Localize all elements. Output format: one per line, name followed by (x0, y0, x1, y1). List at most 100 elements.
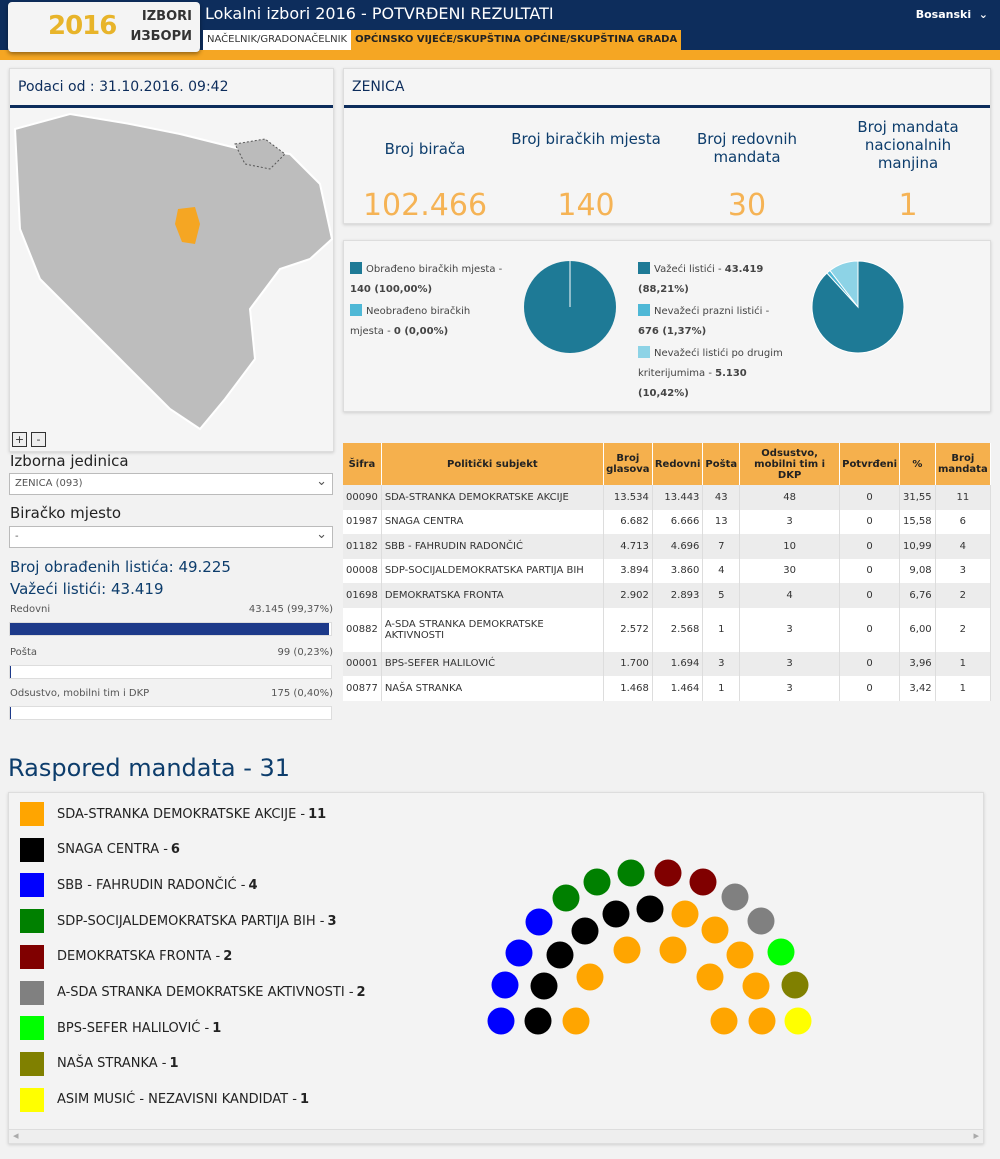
party-name: SDP-SOCIJALDEMOKRATSKA PARTIJA BIH - (57, 913, 325, 929)
horizontal-scrollbar[interactable]: ◂ ▸ (9, 1129, 983, 1143)
legend-value: 676 (1,37%) (638, 326, 707, 337)
bih-map[interactable] (10, 109, 333, 439)
election-type-tabs: NAČELNIK/GRADONAČELNIK OPĆINSKO VIJEĆE/S… (203, 30, 682, 50)
stat-label: Broj mandata nacionalnih manjina (857, 118, 959, 172)
party-name: ASIM MUSIĆ - NEZAVISNI KANDIDAT - (57, 1092, 297, 1108)
table-row[interactable]: 01987 SNAGA CENTRA 6.682 6.666 13 3 0 15,58 6 (343, 509, 992, 534)
party-color-swatch (20, 909, 44, 934)
language-select[interactable]: Bosanski ⌄ (915, 8, 988, 21)
logo-year: 2016 (48, 11, 117, 41)
table-cell: 4 (739, 583, 841, 608)
column-header[interactable]: Politički subjekt (381, 443, 604, 485)
pie-legend-item: Važeći listići - 43.419 (88,21%) (638, 260, 793, 300)
logo[interactable]: 2016 IZBORI ИЗБОРИ (8, 2, 200, 52)
table-cell: 00090 (343, 485, 382, 510)
party-color-swatch (20, 1016, 44, 1041)
tab-council[interactable]: OPĆINSKO VIJEĆE/SKUPŠTINA OPĆINE/SKUPŠTI… (351, 30, 682, 50)
column-header[interactable]: Pošta (702, 443, 741, 485)
place-select[interactable]: - (9, 526, 333, 548)
table-cell: 3 (739, 676, 841, 701)
table-cell: 48 (739, 485, 841, 510)
table-cell: 0 (839, 534, 901, 559)
table-cell: 01182 (343, 534, 382, 559)
table-row[interactable]: 00877 NAŠA STRANKA 1.468 1.464 1 3 0 3,42 1 (343, 676, 992, 701)
legend-swatch (350, 262, 362, 274)
bar-label-row: Odsustvo, mobilni tim i DKP 175 (0,40%) (10, 688, 333, 699)
party-seats: 1 (212, 1020, 222, 1036)
table-cell: 4 (702, 558, 741, 583)
data-date: Podaci od : 31.10.2016. 09:42 (10, 69, 333, 108)
column-header[interactable]: Potvrđeni (839, 443, 901, 485)
column-header[interactable]: Šifra (343, 443, 382, 485)
party-seats: 2 (356, 985, 366, 1000)
table-row[interactable]: 00882 A-SDA STRANKA DEMOKRATSKE AKTIVNOST… (343, 607, 992, 652)
zoom-out-button[interactable]: - (31, 432, 46, 447)
column-header[interactable]: Odsustvo, mobilni tim i DKP (739, 443, 841, 485)
legend-label: Nevažeći prazni listići - (654, 306, 770, 317)
column-header[interactable]: Broj mandata (935, 443, 992, 485)
party-name: BPS-SEFER HALILOVIĆ - (57, 1020, 210, 1036)
table-cell: 0 (839, 676, 901, 701)
progress-fill (10, 707, 12, 719)
legend-label: Nevažeći listići po drugim kriterijumima… (638, 348, 783, 379)
table-row[interactable]: 01698 DEMOKRATSKA FRONTA 2.902 2.893 5 4 0 6,76… (343, 583, 992, 608)
table-row[interactable]: 00008 SDP-SOCIJALDEMOKRATSKA PARTIJA BIH 3… (343, 558, 992, 583)
progress-bar (9, 706, 332, 720)
table-cell: 2.572 (603, 607, 653, 652)
scroll-left-icon[interactable]: ◂ (13, 1129, 19, 1142)
mandates-title: Raspored mandata - 31 (8, 754, 291, 782)
progress-bar (9, 622, 332, 636)
table-cell: 6,76 (899, 583, 936, 608)
tab-mayor[interactable]: NAČELNIK/GRADONAČELNIK (203, 30, 352, 50)
table-cell: 30 (739, 558, 841, 583)
progress-fill (10, 666, 11, 678)
table-row[interactable]: 00001 BPS-SEFER HALILOVIĆ 1.700 1.694 3 3 0 3,9… (343, 651, 992, 676)
table-cell: 1 (935, 651, 992, 676)
party-seats: 4 (248, 877, 258, 893)
pie-legend-item: Obrađeno biračkih mjesta - 140 (100,00%) (350, 260, 505, 300)
ballots-pie (811, 260, 905, 354)
table-row[interactable]: 01182 SBB - FAHRUDIN RADONČIĆ 4.713 4.696 7 1… (343, 534, 992, 559)
scroll-right-icon[interactable]: ▸ (973, 1129, 979, 1142)
logo-top-text: IZBORI (141, 9, 192, 24)
legend-swatch (638, 346, 650, 358)
unit-select[interactable]: ZENICA (093) (9, 473, 333, 495)
column-header[interactable]: Broj glasova (603, 443, 653, 485)
map-panel: Podaci od : 31.10.2016. 09:42 + - (9, 68, 334, 452)
legend-swatch (638, 304, 650, 316)
table-cell: 3,42 (899, 676, 936, 701)
party-name: SNAGA CENTRA - (57, 842, 168, 858)
table-cell: 5 (702, 583, 741, 608)
mandate-legend-item: NAŠA STRANKA - 1 (20, 1051, 179, 1076)
table-row[interactable]: 00090 SDA-STRANKA DEMOKRATSKE AKCIJE 13.53… (343, 485, 992, 510)
legend-value: 0 (0,00%) (393, 326, 449, 337)
pie-legend-item: Nevažeći prazni listići - 676 (1,37%) (638, 302, 793, 342)
zoom-in-button[interactable]: + (12, 432, 27, 447)
page-title: Lokalni izbori 2016 - POTVRĐENI REZULTAT… (205, 4, 554, 23)
table-cell: 3.894 (603, 558, 653, 583)
place-label: Biračko mjesto (10, 504, 122, 522)
stat-label: Broj birača (384, 140, 466, 158)
table-cell: 2 (935, 607, 992, 652)
table-cell: 9,08 (899, 558, 936, 583)
party-color-swatch (20, 1087, 44, 1112)
progress-bar (9, 665, 332, 679)
logo-text: IZBORI ИЗБОРИ (131, 7, 192, 47)
table-cell: 01987 (343, 509, 382, 534)
table-cell: 13 (702, 509, 741, 534)
table-cell: 15,58 (899, 509, 936, 534)
table-cell: NAŠA STRANKA (381, 676, 604, 701)
party-color-swatch (20, 837, 44, 862)
table-cell: DEMOKRATSKA FRONTA (381, 583, 604, 608)
column-header[interactable]: % (899, 443, 936, 485)
column-header[interactable]: Redovni (652, 443, 704, 485)
header-accent-bar (0, 50, 1000, 60)
processed-ballots: Broj obrađenih listića: 49.225 (10, 558, 231, 576)
municipality-name: ZENICA (344, 69, 990, 108)
bar-label: Redovni (10, 604, 51, 615)
summary-panel: ZENICA (343, 68, 991, 224)
legend-label: Važeći listići - (654, 264, 725, 275)
progress-fill (10, 623, 329, 635)
mandate-legend-item: SDA-STRANKA DEMOKRATSKE AKCIJE - 11 (20, 802, 326, 826)
party-seats: 1 (299, 1092, 309, 1108)
